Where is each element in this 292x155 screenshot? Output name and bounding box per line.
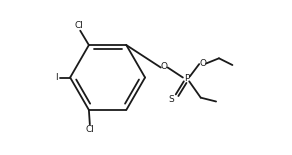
Text: S: S [168,95,174,104]
Text: Cl: Cl [85,125,94,134]
Text: O: O [199,59,206,68]
Text: Cl: Cl [75,21,84,30]
Text: I: I [55,73,57,82]
Text: O: O [161,62,168,71]
Text: P: P [184,74,189,83]
